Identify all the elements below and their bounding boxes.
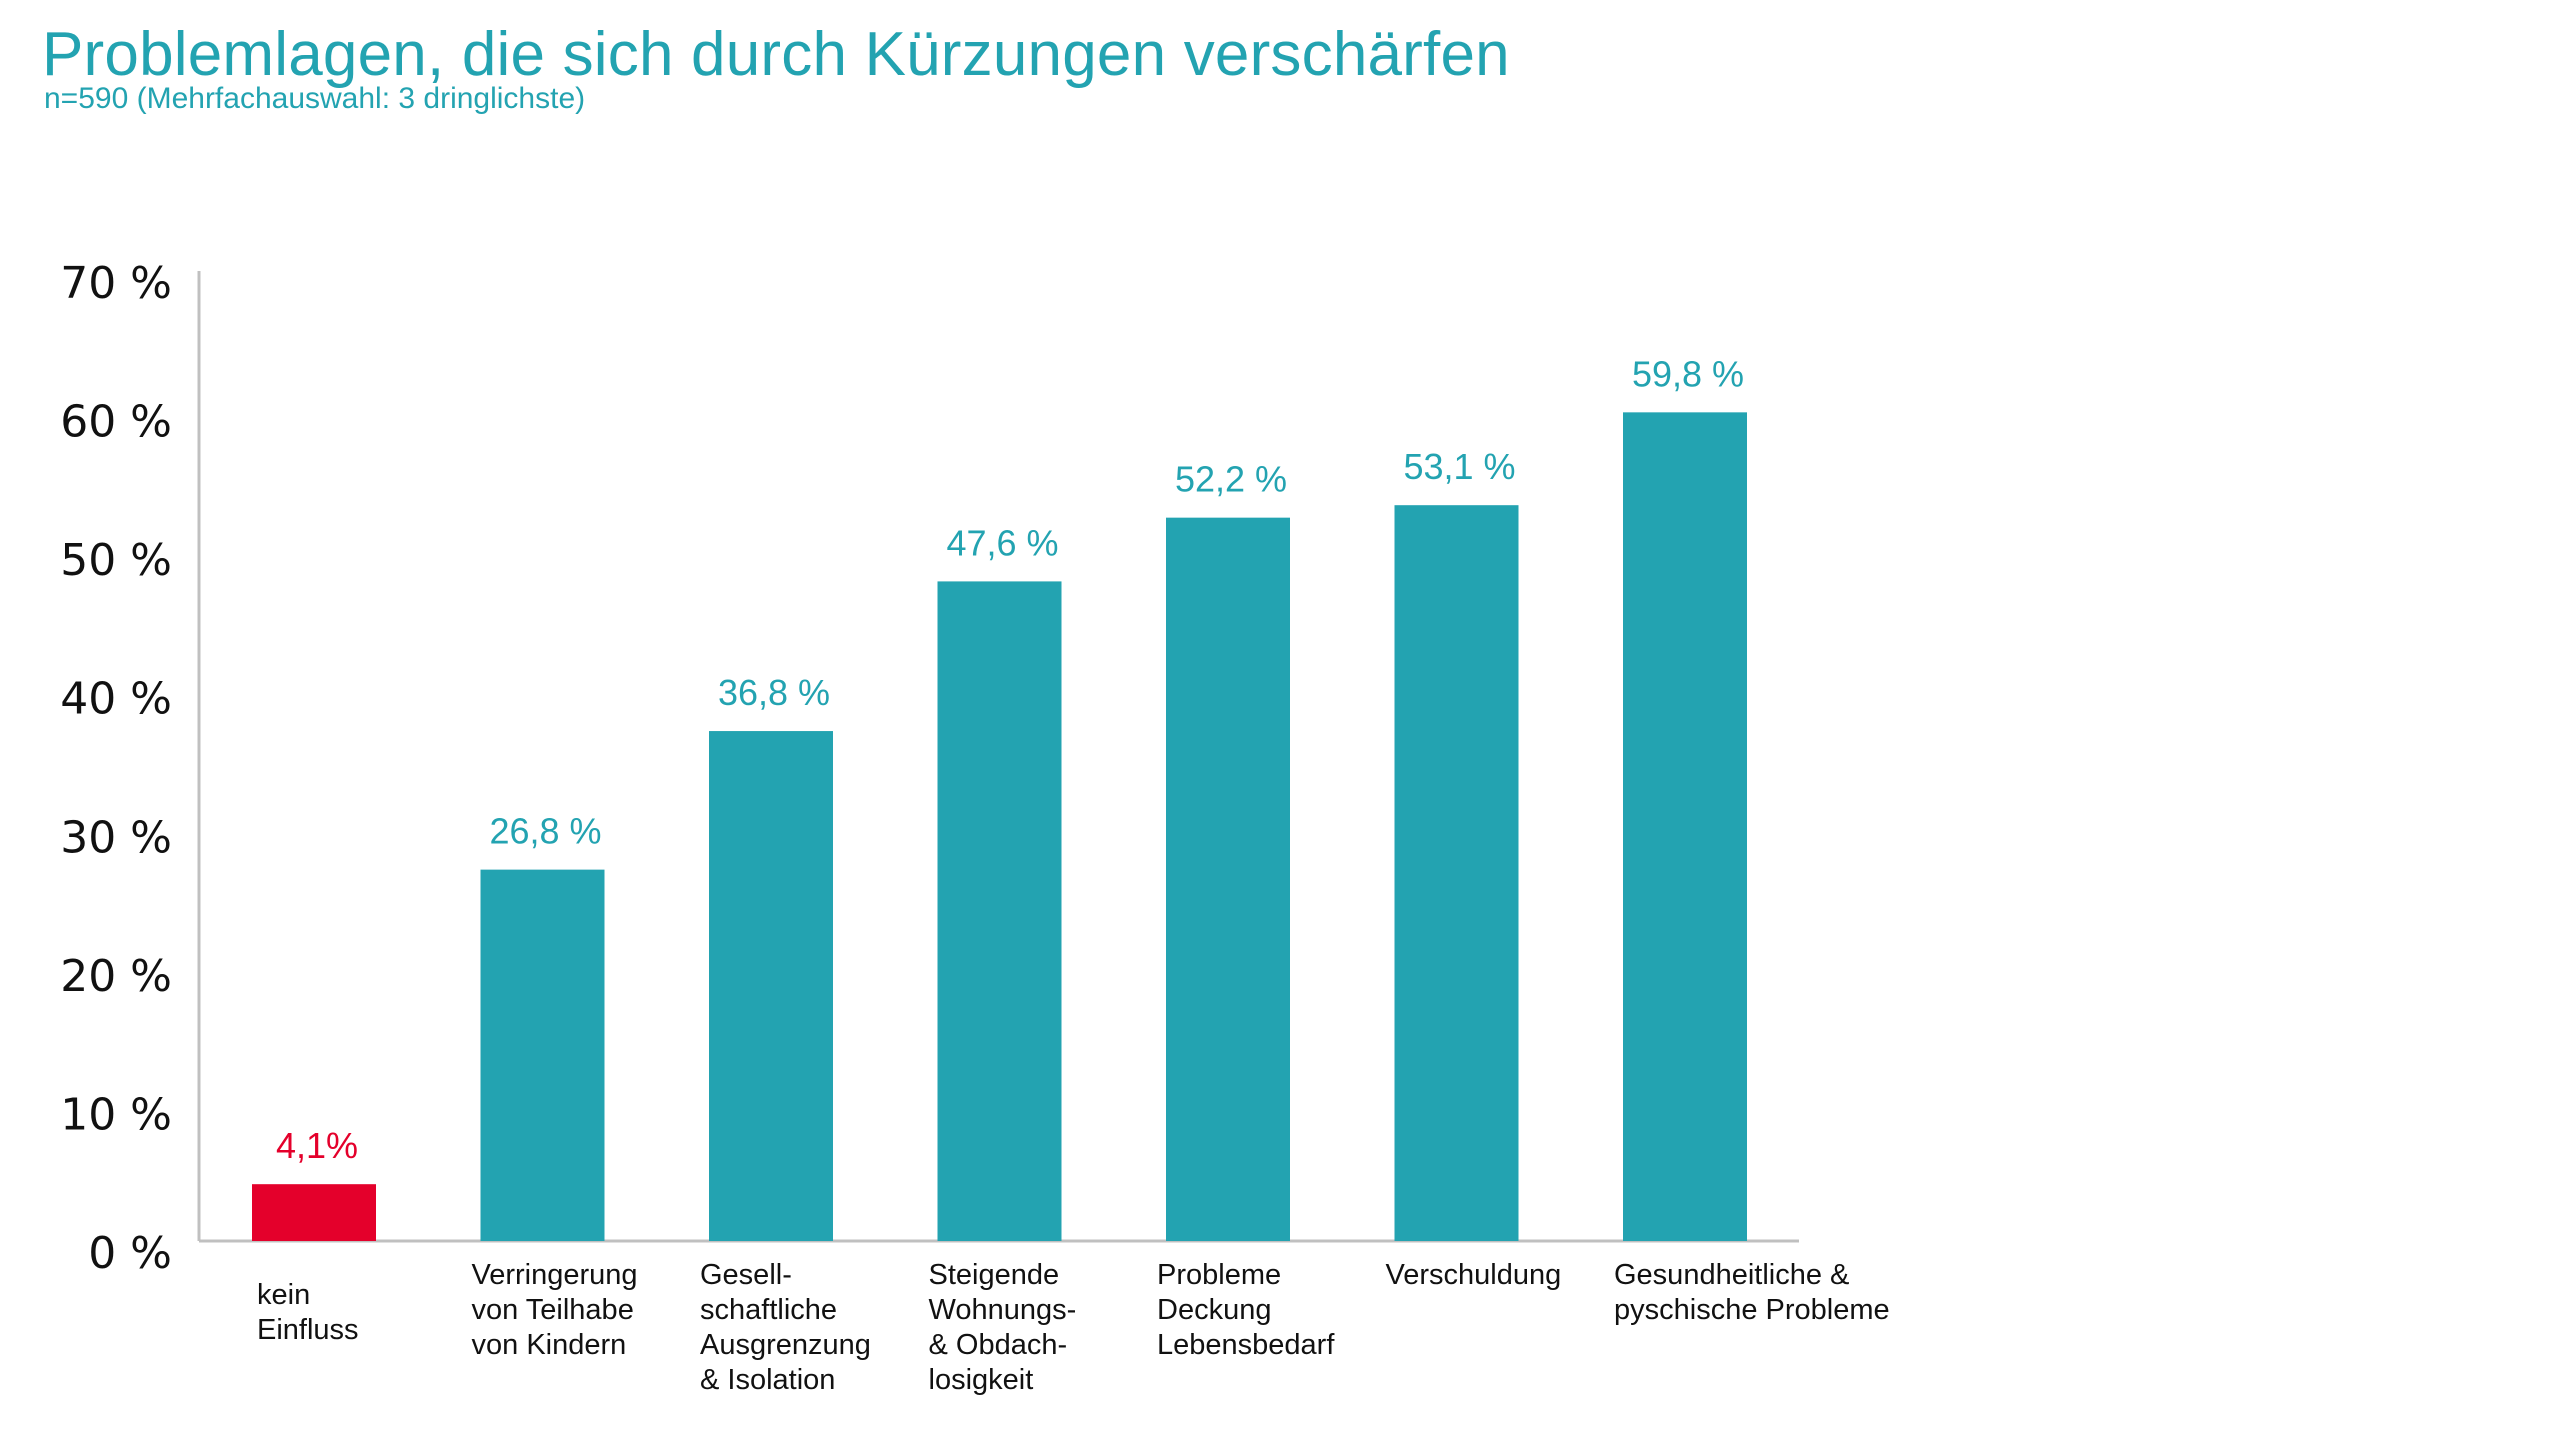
bar <box>1166 517 1290 1241</box>
category-label: Verschuldung <box>1386 1258 1562 1293</box>
y-tick-label: 10 % <box>60 1089 172 1140</box>
category-label-line: Ausgrenzung <box>700 1329 871 1361</box>
category-label-line: losigkeit <box>928 1364 1034 1396</box>
category-label-line: Deckung <box>1157 1294 1272 1326</box>
value-label: 52,2 % <box>1175 459 1287 500</box>
chart-subtitle: n=590 (Mehrfachauswahl: 3 dringlichste) <box>44 82 586 115</box>
bar <box>937 581 1062 1241</box>
category-label-line: von Kindern <box>471 1329 627 1361</box>
category-label-line: von Teilhabe <box>471 1294 634 1326</box>
bar <box>1623 412 1747 1241</box>
value-label: 36,8 % <box>718 672 830 713</box>
category-label: Probleme Deckung Lebensbedarf <box>1157 1258 1334 1363</box>
category-label-line: pyschische Probleme <box>1614 1294 1890 1326</box>
category-label-line: Einfluss <box>257 1314 359 1346</box>
value-label: 47,6 % <box>946 522 1058 563</box>
category-label-line: schaftliche <box>700 1294 838 1326</box>
y-tick-label: 40 % <box>60 674 172 725</box>
value-label: 59,8 % <box>1632 353 1744 394</box>
category-label-line: Lebensbedarf <box>1157 1329 1335 1361</box>
y-axis-ticks: 0 % 10 % 20 % 30 % 40 % 50 % 60 % 70 % <box>60 258 172 1279</box>
bar <box>709 731 833 1241</box>
y-tick-label: 60 % <box>60 397 172 448</box>
category-label-line: Wohnungs- <box>928 1294 1077 1326</box>
category-label-line: kein <box>257 1279 311 1311</box>
category-label: Verringerung von Teilhabe von Kindern <box>472 1258 638 1363</box>
category-label: Steigende Wohnungs- & Obdach-losigkeit <box>929 1258 1077 1398</box>
y-tick-label: 50 % <box>60 535 172 586</box>
value-label: 53,1 % <box>1403 446 1515 487</box>
value-label: 4,1% <box>276 1125 358 1166</box>
category-label-line: Probleme <box>1157 1259 1282 1291</box>
y-tick-label: 20 % <box>60 951 172 1002</box>
category-label-line: Verringerung <box>471 1259 638 1291</box>
value-labels: 4,1% 26,8 % 36,8 % 47,6 % 52,2 % 53,1 % 59,8 % <box>276 353 1744 1166</box>
category-label: Gesell-schaftliche Ausgrenzung & Isolation <box>700 1258 871 1398</box>
category-label: kein Einfluss <box>257 1278 359 1348</box>
category-label-line: Verschuldung <box>1385 1259 1562 1291</box>
bars <box>252 412 1747 1242</box>
y-tick-label: 70 % <box>60 258 172 309</box>
category-label-line: & Isolation <box>700 1364 836 1396</box>
category-label: Gesundheitliche & pyschische Probleme <box>1614 1258 1890 1328</box>
category-label-line: & Obdach- <box>928 1329 1068 1361</box>
chart-title: Problemlagen, die sich durch Kürzungen v… <box>42 20 1510 89</box>
y-tick-label: 0 % <box>88 1228 172 1279</box>
bar <box>252 1184 376 1241</box>
value-label: 26,8 % <box>489 811 601 852</box>
category-label-line: Gesundheitliche & <box>1614 1259 1850 1291</box>
category-label-line: Steigende <box>928 1259 1060 1291</box>
y-tick-label: 30 % <box>60 812 172 863</box>
bar <box>1394 505 1519 1242</box>
bar <box>480 869 605 1241</box>
category-label-line: Gesell- <box>700 1259 792 1291</box>
